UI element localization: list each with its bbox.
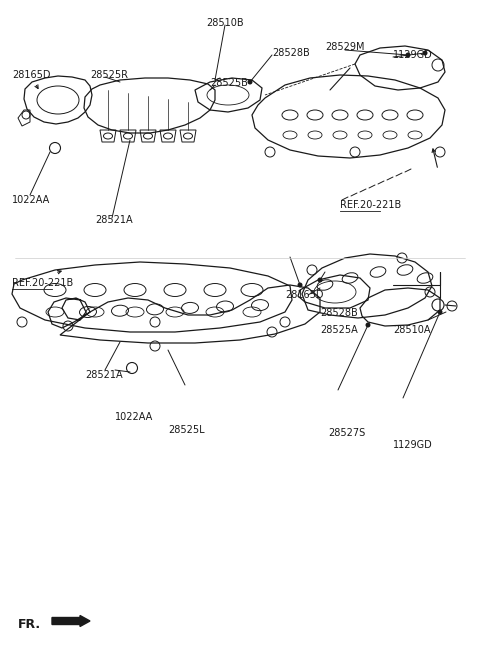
Text: REF.20-221B: REF.20-221B	[12, 278, 73, 288]
Text: 28510B: 28510B	[206, 18, 244, 28]
Text: 1129GD: 1129GD	[393, 50, 433, 60]
Circle shape	[317, 277, 323, 283]
Text: 1022AA: 1022AA	[115, 412, 153, 422]
FancyArrow shape	[52, 616, 90, 626]
Circle shape	[248, 79, 252, 85]
Text: REF.20-221B: REF.20-221B	[340, 200, 401, 210]
Text: 28165D: 28165D	[12, 70, 50, 80]
Circle shape	[298, 283, 302, 287]
Text: FR.: FR.	[18, 618, 41, 631]
Text: 28528B: 28528B	[320, 308, 358, 318]
Text: 1129GD: 1129GD	[393, 440, 433, 450]
Circle shape	[406, 53, 410, 57]
Circle shape	[365, 323, 371, 327]
Text: 28525A: 28525A	[320, 325, 358, 335]
Text: 28529M: 28529M	[325, 42, 364, 52]
Text: 28521A: 28521A	[95, 215, 132, 225]
Text: 28521A: 28521A	[85, 370, 122, 380]
Circle shape	[437, 309, 443, 315]
Text: 28528B: 28528B	[272, 48, 310, 58]
Text: 28165D: 28165D	[285, 290, 324, 300]
Text: 1022AA: 1022AA	[12, 195, 50, 205]
Text: 28527S: 28527S	[328, 428, 365, 438]
Text: 28525B: 28525B	[210, 78, 248, 88]
Text: 28525L: 28525L	[168, 425, 204, 435]
Text: 28525R: 28525R	[90, 70, 128, 80]
Text: 28510A: 28510A	[393, 325, 431, 335]
Circle shape	[422, 51, 428, 55]
